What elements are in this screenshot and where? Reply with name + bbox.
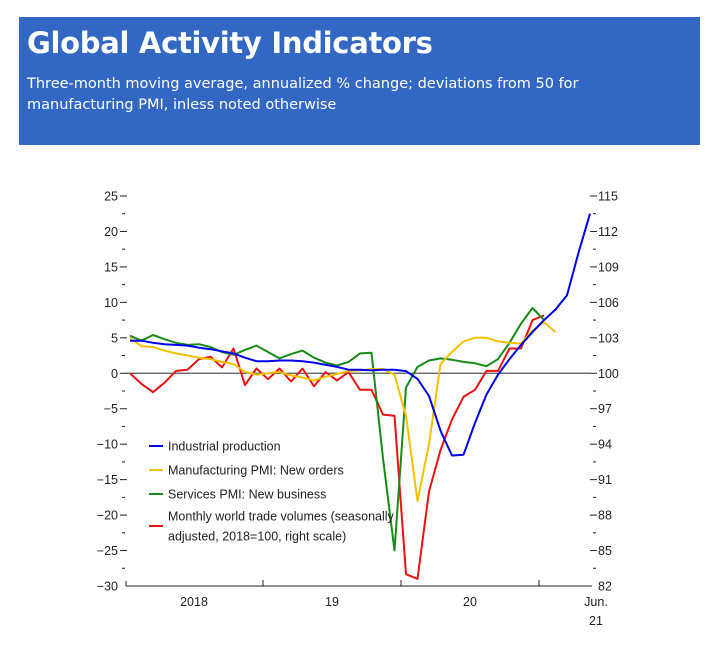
legend-label: Industrial production [168,440,281,454]
right-tick-label: 82 [598,580,612,594]
x-tick-label: 20 [463,595,477,609]
x-tick-label: Jun. [584,595,608,609]
left-tick-label: −15 [97,473,118,487]
x-tick-label: 19 [325,595,339,609]
left-tick-label: −25 [97,544,118,558]
left-tick-label: −5 [104,402,118,416]
legend-label: Services PMI: New business [168,488,326,502]
left-tick-label: 25 [104,190,118,204]
left-tick-label: 0 [111,367,118,381]
right-tick-label: 88 [598,509,612,523]
legend-label: adjusted, 2018=100, right scale) [168,530,346,544]
left-tick-label: 10 [104,296,118,310]
legend-world-trade: Monthly world trade volumes (seasonally a… [149,510,395,544]
x-tick-label: 21 [589,614,603,628]
legend-manufacturing-pmi: Manufacturing PMI: New orders [149,464,344,478]
manufacturing-pmi-line [129,321,557,502]
right-tick-label: 97 [598,402,612,416]
legend-label: Manufacturing PMI: New orders [168,464,344,478]
industrial-production-line [130,213,591,457]
services-pmi-line [129,307,545,552]
left-tick-label: 15 [104,260,118,274]
legend-label: Monthly world trade volumes (seasonally [168,510,395,524]
right-tick-label: 94 [598,438,612,452]
left-tick-label: 20 [104,225,118,239]
legend-industrial-production: Industrial production [149,440,281,454]
left-tick-label: −30 [97,580,118,594]
axes: 25 20 15 10 5 0 −5 −10 −15 −20 −25 −30 115 112 109 106 1… [97,190,619,629]
x-tick-label: 2018 [180,595,208,609]
legend-services-pmi: Services PMI: New business [149,488,326,502]
page-subtitle: Three-month moving average, annualized %… [27,76,579,113]
right-tick-label: 106 [598,296,619,310]
page-title: Global Activity Indicators [27,26,433,60]
right-tick-label: 112 [598,225,618,239]
world-trade-line [129,314,545,580]
header-banner: Global Activity Indicators Three-month m… [19,17,700,145]
right-tick-label: 85 [598,544,612,558]
right-tick-label: 100 [598,367,619,381]
left-tick-label: −20 [97,509,118,523]
left-tick-label: −10 [97,438,118,452]
series-lines [129,213,591,580]
right-tick-label: 115 [598,190,618,204]
legend: Industrial production Manufacturing PMI: … [149,440,395,544]
right-tick-label: 103 [598,331,619,345]
left-tick-label: 5 [111,331,118,345]
right-tick-label: 91 [598,473,612,487]
right-tick-label: 109 [598,260,619,274]
